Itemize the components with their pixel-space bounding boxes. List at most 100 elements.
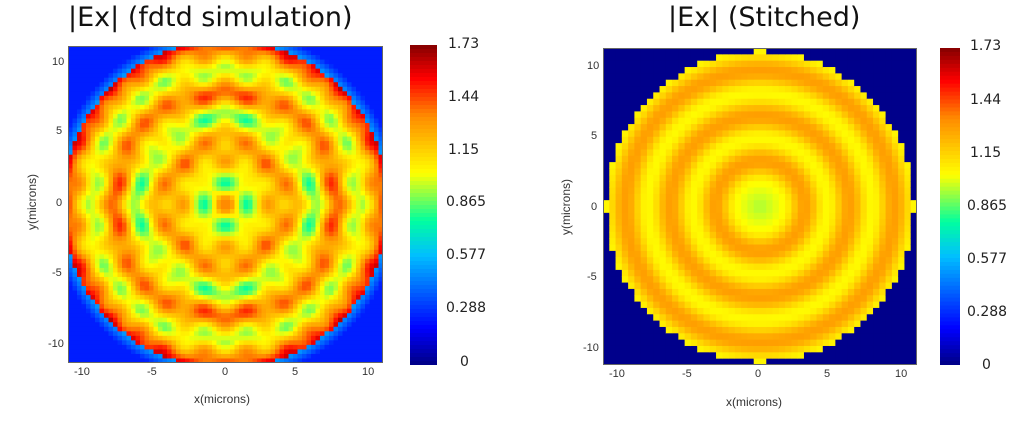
heatmap-cell	[77, 254, 82, 260]
heatmap-cell	[113, 349, 118, 355]
heatmap-cell	[203, 349, 208, 355]
heatmap-cell	[311, 340, 316, 346]
heatmap-cell	[284, 59, 289, 65]
heatmap-cell	[333, 204, 339, 210]
heatmap-cell	[149, 68, 154, 74]
heatmap-cell	[252, 295, 258, 301]
heatmap-cell	[194, 181, 199, 187]
heatmap-cell	[230, 46, 235, 52]
heatmap-cell	[158, 304, 163, 310]
heatmap-cell	[203, 50, 208, 56]
heatmap-cell	[225, 204, 231, 210]
heatmap-cell	[81, 322, 87, 328]
heatmap-cell	[77, 95, 82, 101]
heatmap-cell	[189, 249, 195, 255]
heatmap-cell	[243, 344, 249, 350]
heatmap-cell	[270, 213, 276, 219]
heatmap-cell	[77, 190, 82, 196]
heatmap-cell	[185, 141, 190, 147]
heatmap-cell	[189, 218, 195, 224]
heatmap-cell	[113, 190, 118, 196]
heatmap-cell	[131, 331, 136, 337]
heatmap-cell	[230, 276, 235, 282]
heatmap-cell	[117, 109, 123, 115]
heatmap-cell	[311, 227, 316, 233]
heatmap-cell	[360, 141, 366, 147]
heatmap-cell	[252, 286, 258, 292]
heatmap-cell	[320, 281, 325, 287]
heatmap-cell	[167, 258, 172, 264]
heatmap-cell	[135, 168, 141, 174]
heatmap-cell	[113, 304, 118, 310]
heatmap-cell	[279, 258, 285, 264]
heatmap-cell	[144, 299, 150, 305]
heatmap-cell	[230, 181, 235, 187]
heatmap-cell	[243, 150, 249, 156]
heatmap-cell	[257, 91, 262, 97]
heatmap-cell	[306, 213, 312, 219]
heatmap-cell	[261, 317, 267, 323]
heatmap-cell	[243, 145, 249, 151]
heatmap-cell	[374, 100, 379, 106]
heatmap-cell	[306, 141, 312, 147]
heatmap-cell	[144, 358, 150, 363]
heatmap-cell	[81, 113, 87, 119]
heatmap-cell	[302, 209, 307, 215]
heatmap-cell	[225, 213, 231, 219]
heatmap-cell	[279, 136, 285, 142]
heatmap-cell	[234, 240, 240, 246]
heatmap-cell	[72, 340, 78, 346]
colorbar-segment	[410, 257, 437, 262]
heatmap-cell	[221, 145, 226, 151]
heatmap-cell	[153, 186, 159, 192]
heatmap-cell	[86, 163, 91, 169]
heatmap-cell	[270, 335, 276, 341]
heatmap-cell	[275, 181, 280, 187]
heatmap-cell	[171, 276, 177, 282]
colorbar-segment	[410, 169, 437, 174]
heatmap-cell	[275, 218, 280, 224]
heatmap-cell	[257, 95, 262, 101]
heatmap-cell	[311, 118, 316, 124]
heatmap-cell	[374, 218, 379, 224]
heatmap-cell	[81, 358, 87, 363]
heatmap-cell	[167, 104, 172, 110]
heatmap-cell	[275, 50, 280, 56]
heatmap-cell	[167, 213, 172, 219]
heatmap-cell	[203, 181, 208, 187]
heatmap-cell	[356, 86, 361, 92]
heatmap-cell	[149, 77, 154, 83]
heatmap-cell	[158, 204, 163, 210]
heatmap-cell	[284, 263, 289, 269]
heatmap-cell	[135, 349, 141, 355]
heatmap-cell	[360, 209, 366, 215]
heatmap-cell	[90, 122, 96, 129]
heatmap-cell	[221, 181, 226, 187]
heatmap-cell	[266, 86, 271, 92]
heatmap-cell	[374, 304, 379, 310]
heatmap-cell	[212, 286, 217, 292]
heatmap-cell	[135, 118, 141, 124]
heatmap-cell	[104, 263, 109, 269]
heatmap-cell	[104, 335, 109, 341]
heatmap-cell	[302, 240, 307, 246]
heatmap-cell	[144, 122, 150, 129]
heatmap-cell	[360, 100, 366, 106]
heatmap-cell	[324, 95, 330, 101]
heatmap-cell	[275, 168, 280, 174]
heatmap-cell	[329, 236, 334, 242]
heatmap-cell	[266, 326, 271, 332]
heatmap-cell	[275, 64, 280, 70]
heatmap-cell	[252, 55, 258, 61]
heatmap-cell	[140, 195, 145, 201]
heatmap-cell	[180, 313, 186, 319]
heatmap-cell	[95, 340, 100, 346]
heatmap-cell	[356, 95, 361, 101]
heatmap-cell	[135, 145, 141, 151]
heatmap-cell	[279, 204, 285, 210]
heatmap-cell	[144, 322, 150, 328]
colorbar-segment	[410, 153, 437, 158]
heatmap-cell	[324, 349, 330, 355]
heatmap-cell	[293, 290, 298, 296]
heatmap-cell	[342, 276, 348, 282]
